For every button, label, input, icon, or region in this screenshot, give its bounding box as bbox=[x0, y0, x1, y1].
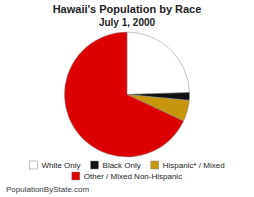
legend-swatch bbox=[29, 161, 37, 169]
legend-item: Black Only bbox=[91, 161, 141, 170]
pie bbox=[65, 32, 190, 157]
legend-label: Black Only bbox=[103, 161, 141, 170]
legend-swatch bbox=[151, 161, 159, 169]
pie-slice bbox=[65, 32, 184, 157]
legend-label: White Only bbox=[41, 161, 80, 170]
legend-item: White Only bbox=[29, 161, 80, 170]
legend-swatch bbox=[91, 161, 99, 169]
annotation: PopulationByState.com bbox=[6, 185, 89, 194]
pie-slice bbox=[127, 32, 189, 95]
legend-item: Other / Mixed Non-Hispanic bbox=[72, 172, 182, 181]
title: Hawaii's Population by Race bbox=[53, 3, 202, 15]
legend-swatch bbox=[72, 172, 80, 180]
legend-label: Hispanic* / Mixed bbox=[163, 161, 225, 170]
legend-label: Other / Mixed Non-Hispanic bbox=[84, 172, 182, 181]
legend-item: Hispanic* / Mixed bbox=[151, 161, 225, 170]
legend: White Only Black Only Hispanic* / Mixed Oth… bbox=[29, 161, 224, 181]
subtitle: July 1, 2000 bbox=[99, 17, 156, 28]
chart: Hawaii's Population by Race July 1, 2000 W… bbox=[0, 0, 254, 197]
